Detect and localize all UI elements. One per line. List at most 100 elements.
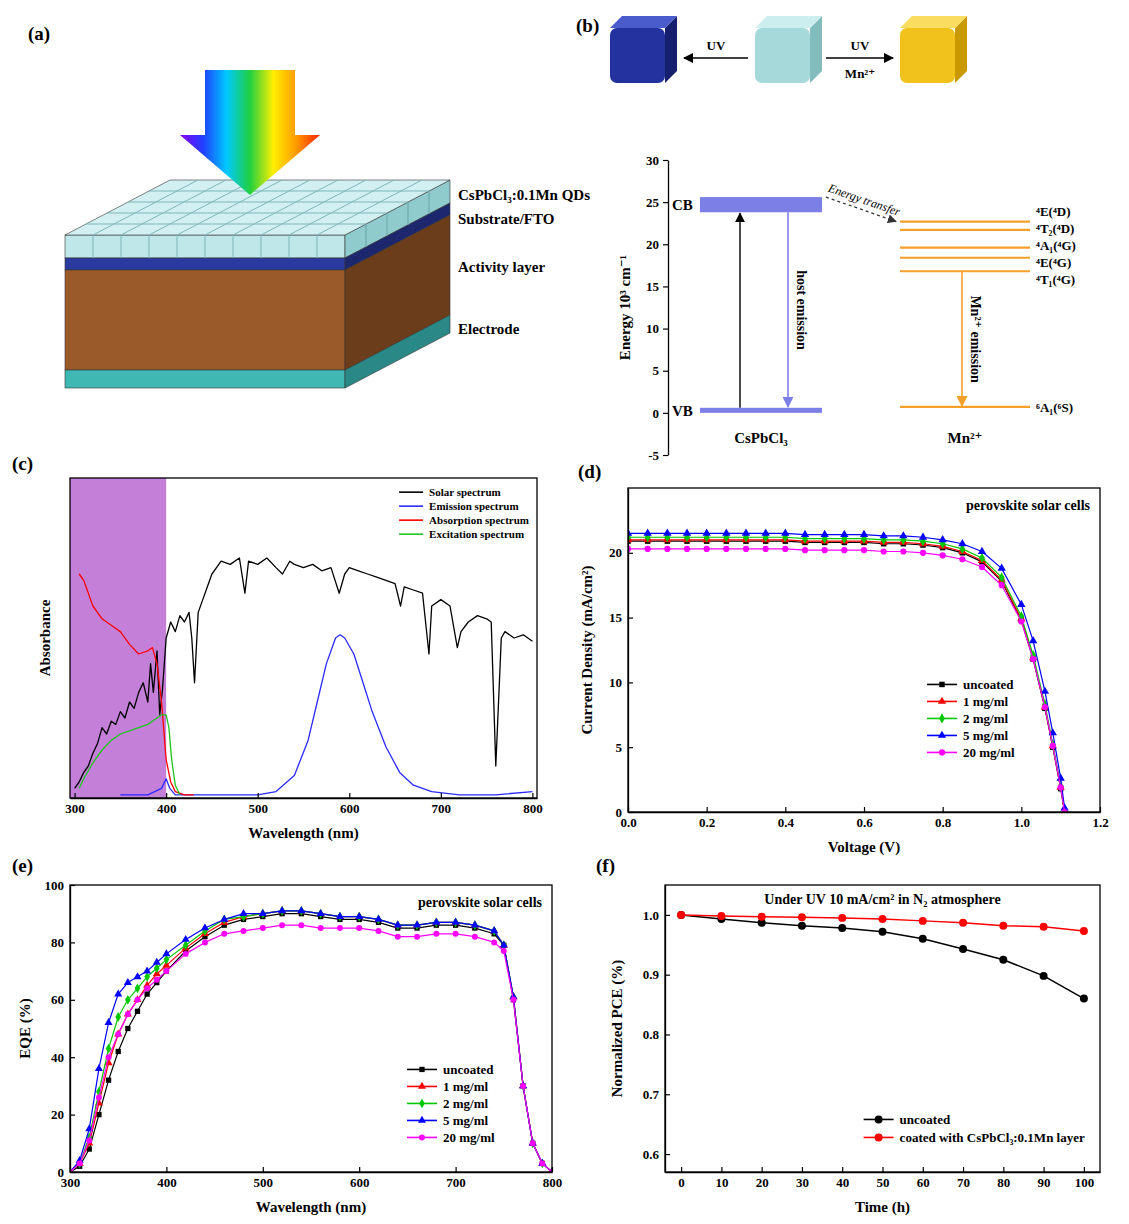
emission-label: host emission <box>794 270 809 350</box>
tick-mark <box>628 617 633 618</box>
tick-mark <box>70 1172 75 1173</box>
tick: 400 <box>157 1167 177 1190</box>
tick-mark <box>923 1167 924 1172</box>
series-marker <box>114 989 122 996</box>
series-marker <box>979 553 985 563</box>
tick-label: 15 <box>609 610 623 625</box>
series-marker <box>471 921 479 928</box>
light-arrow <box>180 70 320 195</box>
chart-title: Under UV 10 mA/cm² in N₂ atmosphere <box>764 892 1000 907</box>
series-marker <box>1050 743 1056 749</box>
series-marker <box>317 909 325 916</box>
tick-mark <box>663 202 668 203</box>
cube-top <box>900 16 967 28</box>
qd-grid <box>429 191 430 214</box>
legend-marker <box>419 1099 425 1109</box>
legend: uncoatedcoated with CsPbCl₃:0.1Mn layer <box>864 1112 1085 1145</box>
series-marker <box>1030 656 1036 662</box>
qd-grid <box>289 235 290 258</box>
tick-mark <box>663 328 668 329</box>
series-marker <box>433 931 439 937</box>
tick: 0.6 <box>643 1147 670 1162</box>
legend-label: 2 mg/ml <box>443 1096 489 1111</box>
cube-front <box>900 28 955 83</box>
axis: 0.60.70.80.91.0 <box>643 886 670 1173</box>
dopant-emission-arrow <box>961 271 963 406</box>
series-marker <box>703 529 711 536</box>
series-marker <box>105 1018 113 1025</box>
tick-label: 100 <box>45 878 65 893</box>
tick: 50 <box>877 1167 890 1190</box>
series-marker <box>144 991 149 996</box>
series-marker <box>1040 972 1048 980</box>
series-marker <box>704 546 710 552</box>
tick-mark <box>628 553 633 554</box>
series-marker <box>644 529 652 536</box>
x-axis-title: Voltage (V) <box>828 839 900 856</box>
legend-label: 20 mg/ml <box>963 745 1015 760</box>
y-axis-title: Current Density (mA/cm²) <box>579 565 596 734</box>
series-marker <box>520 1083 525 1088</box>
tick-label: 300 <box>65 801 85 816</box>
tick: 500 <box>254 1167 274 1190</box>
series-marker <box>259 909 267 916</box>
series-marker <box>500 941 508 948</box>
plot-frame <box>665 885 1100 1172</box>
tick: 500 <box>248 793 268 816</box>
series-marker <box>77 1160 83 1166</box>
level-label: ⁴E(⁴G) <box>1036 255 1071 270</box>
series-marker <box>318 925 324 931</box>
series-marker <box>1029 636 1037 643</box>
level-label: ⁴E(⁴D) <box>1036 204 1071 219</box>
energy-level <box>900 229 1030 231</box>
tick-label: 1.0 <box>1014 815 1030 830</box>
axis: 300400500600700800 <box>65 793 542 816</box>
qd-grid <box>261 180 366 235</box>
series-marker <box>135 983 141 993</box>
series-marker <box>154 977 160 983</box>
tick-mark <box>70 885 75 886</box>
tick: 80 <box>51 935 75 950</box>
series-line <box>120 635 532 795</box>
tick-mark <box>665 1154 670 1155</box>
legend-label: Excitation spectrum <box>429 528 524 540</box>
legend: Solar spectrumEmission spectrumAbsorptio… <box>399 486 529 540</box>
series-marker <box>115 1012 121 1022</box>
qd-grid <box>408 202 409 225</box>
series-line <box>79 574 193 795</box>
plot-area <box>677 911 1088 1003</box>
qd-grid <box>177 235 178 258</box>
series-marker <box>452 918 460 925</box>
tick-label: 800 <box>523 801 543 816</box>
tick-label: 30 <box>646 153 659 168</box>
tick-mark <box>663 371 668 372</box>
qd-grid <box>289 180 394 235</box>
tick: 10 <box>646 321 668 336</box>
series-marker <box>1040 923 1048 931</box>
tick-mark <box>663 244 668 245</box>
series-marker <box>999 922 1007 930</box>
tick-mark <box>166 793 167 798</box>
series-marker <box>297 906 305 913</box>
series-marker <box>86 1137 92 1143</box>
panel-label: (f) <box>596 855 615 877</box>
tick-mark <box>258 793 259 798</box>
series-marker <box>959 556 965 562</box>
tick: 10 <box>609 675 633 690</box>
series-marker <box>278 906 286 913</box>
series-marker <box>336 912 344 919</box>
tick: 20 <box>756 1167 769 1190</box>
series-marker <box>861 547 867 553</box>
tick-mark <box>359 1167 360 1172</box>
series-marker <box>881 548 887 554</box>
level-label: ⁶A₁(⁶S) <box>1036 400 1073 415</box>
series-marker <box>978 547 986 554</box>
series-marker <box>919 532 927 539</box>
series-marker <box>958 539 966 546</box>
tick-label: 0.7 <box>643 1087 660 1102</box>
tick-label: 0.2 <box>699 815 715 830</box>
series-marker <box>683 529 691 536</box>
x-axis-title: Wavelength (nm) <box>256 1199 366 1216</box>
layer-front <box>65 270 345 370</box>
tick: 5 <box>616 740 634 755</box>
